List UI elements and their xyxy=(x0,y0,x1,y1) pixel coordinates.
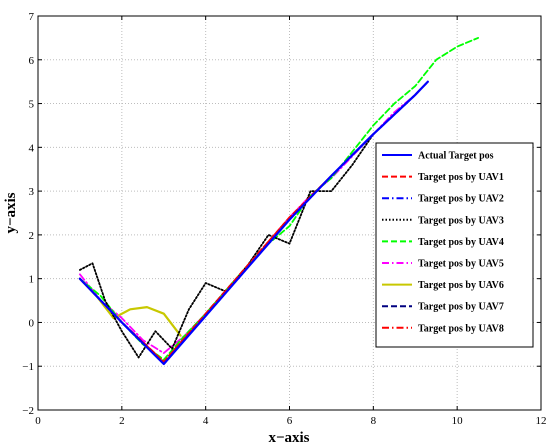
legend-label-target-pos-by-uav8: Target pos by UAV8 xyxy=(418,323,504,334)
legend-label-target-pos-by-uav2: Target pos by UAV2 xyxy=(418,194,504,205)
y-tick-label: 0 xyxy=(29,317,35,329)
x-tick-label: 4 xyxy=(203,415,209,427)
x-tick-label: 0 xyxy=(35,415,41,427)
y-tick-label: 5 xyxy=(29,99,35,111)
y-tick-label: 2 xyxy=(29,230,35,242)
y-axis-label: y−axis xyxy=(3,192,19,233)
legend-label-target-pos-by-uav6: Target pos by UAV6 xyxy=(418,280,504,291)
x-tick-label: 6 xyxy=(287,415,293,427)
y-tick-label: −2 xyxy=(22,405,34,417)
plot-series-group xyxy=(78,37,480,366)
legend-label-target-pos-by-uav5: Target pos by UAV5 xyxy=(418,259,504,270)
legend-label-target-pos-by-uav7: Target pos by UAV7 xyxy=(418,302,504,313)
series-line-actual-target-pos xyxy=(78,80,429,366)
x-tick-label: 12 xyxy=(536,415,547,427)
y-tick-label: 1 xyxy=(29,274,35,286)
legend-label-actual-target-pos: Actual Target pos xyxy=(418,151,494,162)
x-tick-label: 2 xyxy=(119,415,125,427)
legend-label-target-pos-by-uav4: Target pos by UAV4 xyxy=(418,237,504,248)
x-axis-label: x−axis xyxy=(268,430,309,446)
legend-label-target-pos-by-uav3: Target pos by UAV3 xyxy=(418,215,504,226)
legend-label-target-pos-by-uav1: Target pos by UAV1 xyxy=(418,172,504,183)
x-tick-label: 8 xyxy=(371,415,377,427)
x-tick-label: 10 xyxy=(452,415,464,427)
y-tick-label: 3 xyxy=(29,186,35,198)
y-tick-label: 4 xyxy=(29,142,35,154)
legend: Actual Target pos Target pos by UAV1 Targe… xyxy=(375,142,534,348)
y-tick-label: 6 xyxy=(29,55,35,67)
y-tick-label: 7 xyxy=(29,11,35,23)
y-tick-label: −1 xyxy=(22,361,34,373)
